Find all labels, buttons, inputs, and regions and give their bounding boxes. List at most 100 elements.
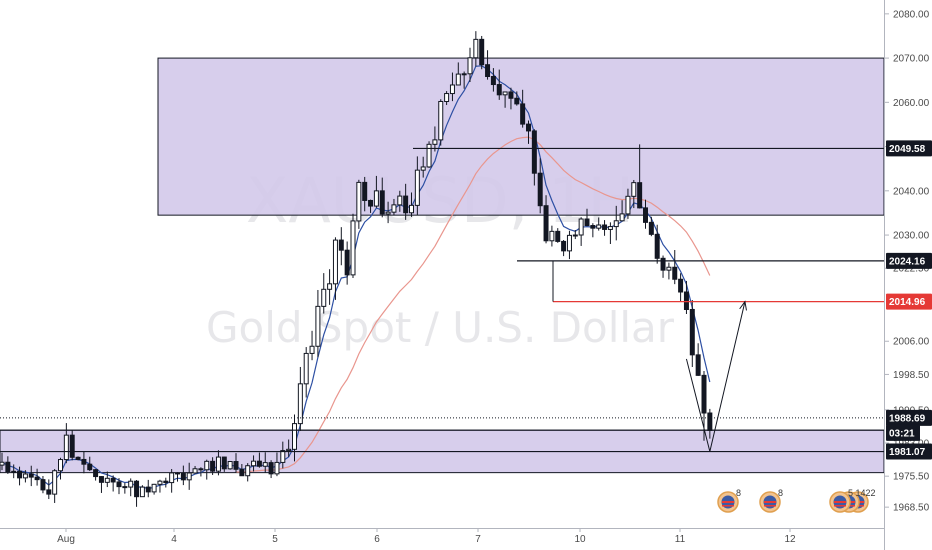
candle [227, 460, 233, 470]
x-axis-ticks[interactable]: Aug 4 5 6 7 10 11 12 [57, 528, 796, 545]
candle [17, 466, 23, 486]
price-tag: 2024.16 [886, 252, 932, 269]
candle [379, 177, 385, 218]
y-tick-label: 2006.00 [893, 337, 930, 348]
candle [373, 175, 379, 208]
candle [596, 217, 602, 231]
candle [643, 199, 648, 229]
candle [28, 465, 34, 487]
candle [485, 50, 491, 80]
candle [221, 456, 227, 472]
candle [134, 480, 140, 507]
candle [449, 72, 455, 102]
candle [631, 179, 637, 209]
candle [11, 464, 17, 479]
candle [163, 477, 169, 488]
candle [461, 71, 467, 89]
us-event-badge[interactable]: 8 [759, 488, 783, 513]
candle [46, 479, 52, 500]
candle [116, 478, 122, 495]
candle [268, 460, 274, 479]
candle [239, 464, 245, 477]
candle [455, 62, 461, 86]
candle [368, 199, 374, 213]
candle [502, 91, 508, 108]
candle [175, 472, 180, 482]
candle [543, 195, 549, 244]
candle [420, 156, 426, 178]
candle [286, 439, 292, 457]
event-badges[interactable]: 8 8 5 1422 [717, 488, 876, 513]
y-tick-label: 2060.00 [893, 98, 930, 109]
candle [303, 347, 309, 398]
candles-layer [0, 31, 713, 507]
candle [531, 129, 537, 186]
price-tag-label: 1988.69 [889, 413, 926, 424]
event-badge-count: 8 [778, 488, 783, 498]
x-tick-label[interactable]: 7 [475, 534, 481, 545]
candle [315, 289, 321, 358]
candle [555, 228, 561, 243]
axes-layer [0, 0, 885, 550]
candle [297, 366, 303, 432]
price-tag-label: 1981.07 [889, 447, 926, 458]
candle [695, 343, 701, 376]
candle [104, 471, 110, 488]
candle [467, 47, 473, 83]
candle [566, 230, 572, 260]
candle [578, 217, 584, 246]
candle [683, 280, 689, 315]
candle [584, 208, 590, 227]
candle [192, 465, 198, 474]
y-tick-label: 2070.00 [893, 54, 930, 65]
candle [151, 483, 157, 495]
candle [262, 452, 268, 473]
candle [514, 91, 520, 106]
y-tick-label: 2040.00 [893, 186, 930, 197]
x-tick-label[interactable]: 11 [675, 534, 686, 545]
x-tick-label[interactable]: 12 [784, 534, 796, 545]
candle [40, 475, 46, 494]
candle [98, 476, 104, 493]
candle [157, 479, 163, 493]
candle [496, 69, 502, 100]
candle [180, 465, 186, 486]
us-event-badge[interactable]: 5 1422 [829, 488, 876, 513]
x-tick-label[interactable]: 5 [272, 534, 278, 545]
candle [619, 200, 625, 222]
price-tag: 03:21 [886, 424, 920, 441]
candle [385, 201, 391, 224]
watermark-instrument: Gold Spot / U.S. Dollar [206, 303, 675, 352]
x-tick-label[interactable]: Aug [57, 534, 75, 545]
projection-arrow [685, 300, 747, 452]
candle [526, 120, 531, 144]
candle [409, 192, 414, 217]
candle [332, 237, 338, 300]
candle [689, 300, 695, 368]
candle [637, 144, 643, 209]
candle [590, 223, 596, 238]
candle [256, 452, 262, 468]
x-tick-label[interactable]: 10 [574, 534, 586, 545]
supply-zone [157, 57, 885, 216]
candle [350, 213, 356, 278]
candle [479, 35, 485, 70]
candle [607, 222, 613, 245]
event-badge-count: 5 1422 [848, 488, 876, 498]
candle [654, 224, 660, 264]
candle [87, 456, 93, 472]
candle [672, 250, 678, 285]
candle [280, 441, 286, 469]
y-tick-label: 2030.00 [893, 231, 930, 242]
candle [210, 457, 216, 475]
us-event-badge[interactable]: 8 [717, 488, 741, 513]
candle [128, 478, 134, 497]
candle [438, 99, 444, 146]
x-tick-label[interactable]: 4 [171, 534, 177, 545]
y-tick-label: 1998.50 [893, 370, 930, 381]
price-tag: 2014.96 [886, 293, 932, 310]
candle [473, 31, 479, 67]
candle [233, 453, 239, 473]
x-tick-label[interactable]: 6 [374, 534, 380, 545]
